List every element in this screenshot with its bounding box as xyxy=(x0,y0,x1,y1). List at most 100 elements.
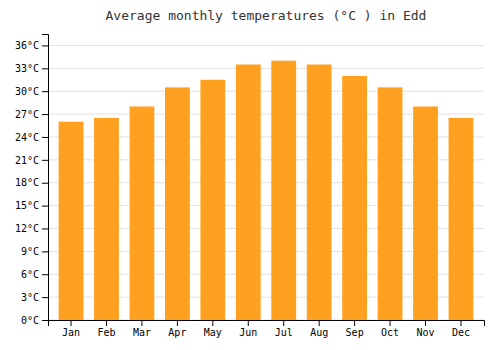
tick-label: 6°C xyxy=(21,269,39,280)
tick-mark xyxy=(42,68,48,69)
tick-label: 9°C xyxy=(21,246,39,257)
bars xyxy=(59,61,474,320)
tick-mark xyxy=(42,274,48,275)
tick: Nov xyxy=(416,320,434,338)
tick: Jan xyxy=(62,320,80,338)
chart: 0°C 3°C 6°C 9°C 12°C 15°C 18°C 21°C 24°C 27°C 30°C… xyxy=(0,0,500,350)
tick-label: 3°C xyxy=(21,292,39,303)
tick-mark xyxy=(42,320,48,321)
bar xyxy=(307,65,332,320)
tick: 36°C xyxy=(15,40,48,51)
tick-mark xyxy=(42,297,48,298)
tick-mark xyxy=(42,228,48,229)
tick-mark xyxy=(354,320,355,326)
tick-label: Jun xyxy=(239,327,257,338)
title: Average monthly temperatures (°C ) in Ed… xyxy=(106,8,427,23)
tick-mark xyxy=(390,320,391,326)
tick-label: 12°C xyxy=(15,223,39,234)
bar xyxy=(449,118,474,320)
tick-mark xyxy=(42,137,48,138)
tick-label: Feb xyxy=(97,327,115,338)
tick-mark xyxy=(106,320,107,326)
tick: 24°C xyxy=(15,132,48,143)
tick-label: 21°C xyxy=(15,155,39,166)
tick-mark xyxy=(177,320,178,326)
grid-line xyxy=(48,68,484,69)
tick-mark xyxy=(460,320,461,326)
tick-label: Jul xyxy=(275,327,293,338)
bar xyxy=(165,87,190,320)
tick: 27°C xyxy=(15,109,48,120)
tick-mark xyxy=(42,45,48,46)
tick-label: 18°C xyxy=(15,177,39,188)
tick: Jun xyxy=(239,320,257,338)
tick-label: 0°C xyxy=(21,315,39,326)
tick: Apr xyxy=(168,320,186,338)
tick: Oct xyxy=(381,320,399,338)
chart-container: 0°C 3°C 6°C 9°C 12°C 15°C 18°C 21°C 24°C 27°C 30°C… xyxy=(0,0,500,350)
tick-label: Dec xyxy=(452,327,470,338)
tick: 12°C xyxy=(15,223,48,234)
tick: Aug xyxy=(310,320,328,338)
tick: May xyxy=(204,320,222,338)
tick-label: 27°C xyxy=(15,109,39,120)
bar xyxy=(236,65,261,320)
tick-label: Aug xyxy=(310,327,328,338)
bar xyxy=(59,122,84,320)
axis-line xyxy=(49,321,485,327)
tick: 21°C xyxy=(15,155,48,166)
grid-line xyxy=(48,91,484,92)
bar xyxy=(378,87,403,320)
tick-label: May xyxy=(204,327,222,338)
tick-mark xyxy=(42,251,48,252)
tick-mark xyxy=(42,114,48,115)
bar xyxy=(94,118,119,320)
tick-mark xyxy=(71,320,72,326)
tick-label: Oct xyxy=(381,327,399,338)
tick: Sep xyxy=(346,320,364,338)
x-axis: Jan Feb Mar Apr May Jun Jul Aug Sep Oct Nov Dec xyxy=(49,320,485,338)
tick: 3°C xyxy=(21,292,48,303)
tick-label: 36°C xyxy=(15,40,39,51)
axis-line xyxy=(42,35,49,321)
tick-mark xyxy=(42,206,48,207)
tick-label: 30°C xyxy=(15,86,39,97)
bar xyxy=(342,76,367,320)
tick-label: Apr xyxy=(168,327,186,338)
tick-mark xyxy=(141,320,142,326)
tick: 33°C xyxy=(15,63,48,74)
tick-mark xyxy=(425,320,426,326)
tick-label: 33°C xyxy=(15,63,39,74)
bar xyxy=(130,106,155,320)
tick-label: Jan xyxy=(62,327,80,338)
bar xyxy=(200,80,225,320)
tick: 0°C xyxy=(21,315,48,326)
tick: 15°C xyxy=(15,200,48,211)
tick: 30°C xyxy=(15,86,48,97)
tick-label: 24°C xyxy=(15,132,39,143)
tick-mark xyxy=(212,320,213,326)
y-axis: 0°C 3°C 6°C 9°C 12°C 15°C 18°C 21°C 24°C 27°C 30°C… xyxy=(15,35,49,326)
grid xyxy=(48,45,484,320)
tick-mark xyxy=(42,91,48,92)
tick: Mar xyxy=(133,320,151,338)
tick-mark xyxy=(248,320,249,326)
tick: Feb xyxy=(97,320,115,338)
tick: Jul xyxy=(275,320,293,338)
tick: 18°C xyxy=(15,177,48,188)
tick-mark xyxy=(42,160,48,161)
tick: 6°C xyxy=(21,269,48,280)
tick-label: Nov xyxy=(416,327,434,338)
grid-line xyxy=(48,45,484,46)
plot: 0°C 3°C 6°C 9°C 12°C 15°C 18°C 21°C 24°C 27°C 30°C… xyxy=(15,35,485,339)
bar xyxy=(271,61,296,320)
tick-mark xyxy=(319,320,320,326)
tick: 9°C xyxy=(21,246,48,257)
tick: Dec xyxy=(452,320,470,338)
tick-mark xyxy=(42,183,48,184)
tick-label: Sep xyxy=(346,327,364,338)
tick-label: 15°C xyxy=(15,200,39,211)
tick-label: Mar xyxy=(133,327,151,338)
tick-mark xyxy=(283,320,284,326)
bar xyxy=(413,106,438,320)
